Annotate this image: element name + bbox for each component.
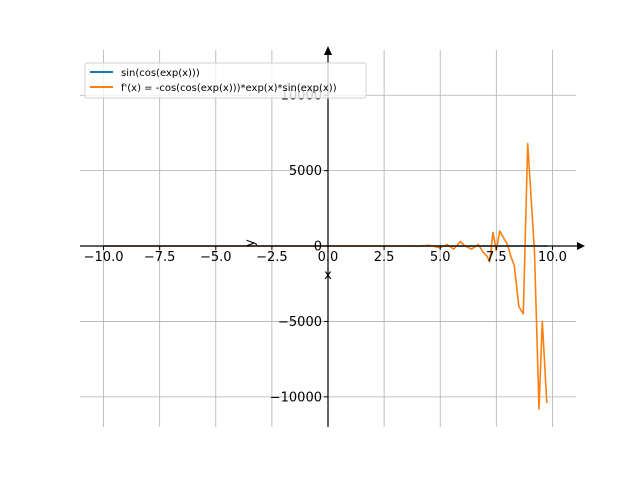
- x-tick-label: 2.5: [374, 250, 395, 265]
- legend-label-0: sin(cos(exp(x))): [121, 68, 200, 79]
- x-tick-label: 0.0: [318, 250, 339, 265]
- x-tick-label: −5.0: [200, 250, 232, 265]
- x-tick-label: −2.5: [256, 250, 288, 265]
- y-axis-label: y: [243, 239, 258, 247]
- legend-label-1: f'(x) = -cos(cos(exp(x)))*exp(x)*sin(exp…: [121, 83, 337, 94]
- legend-box: [84, 62, 367, 99]
- y-tick-label: −10000: [270, 390, 322, 405]
- y-tick-label: 5000: [289, 164, 322, 179]
- x-tick-label: 7.5: [486, 250, 507, 265]
- x-axis-label: x: [324, 268, 332, 283]
- axes: [80, 46, 585, 427]
- y-axis-arrow: [324, 46, 332, 55]
- y-tick-label: 0: [314, 240, 322, 255]
- x-tick-label: 10.0: [538, 250, 567, 265]
- legend: sin(cos(exp(x))) f'(x) = -cos(cos(exp(x)…: [84, 62, 367, 99]
- x-tick-label: 5.0: [430, 250, 451, 265]
- ticks: −10.0 −7.5 −5.0 −2.5 0.0 2.5 5.0 7.5 10.0 −10000 −…: [84, 89, 567, 406]
- y-tick-label: −5000: [278, 315, 322, 330]
- x-tick-label: −10.0: [84, 250, 124, 265]
- x-axis-arrow: [577, 242, 585, 250]
- x-tick-label: −7.5: [144, 250, 176, 265]
